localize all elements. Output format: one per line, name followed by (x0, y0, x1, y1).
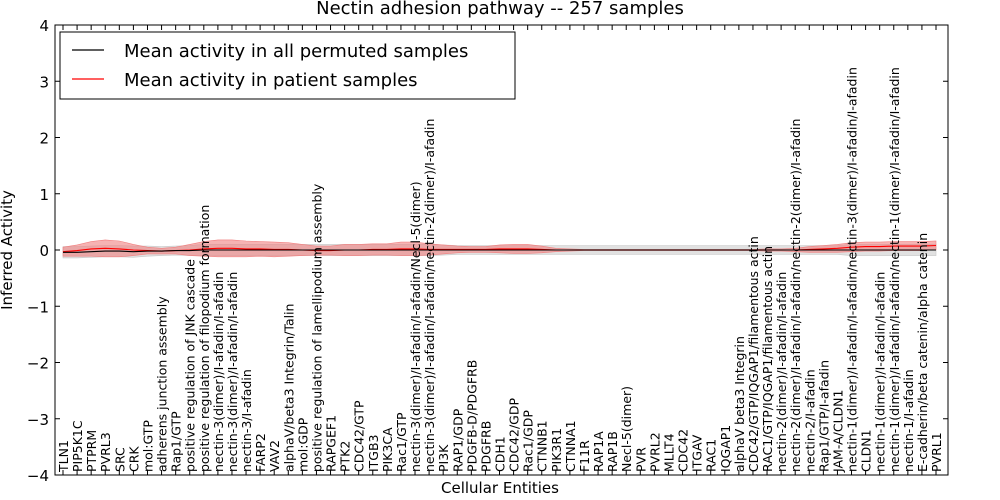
x-tick-label: RAP1B (605, 431, 620, 472)
x-tick-label: PVRL3 (98, 432, 113, 472)
x-tick-label: nectin-1/I-afadin (901, 369, 916, 472)
y-tick-label: 2 (39, 130, 49, 148)
x-tick-label: nectin-3(dimer)/I-afadin/I-afadin/nectin… (422, 119, 437, 472)
x-tick-label: PVR (633, 447, 648, 472)
x-tick-label: FARP2 (253, 433, 268, 472)
x-tick-label: PDGFRB (478, 421, 493, 472)
y-tick-label: −4 (27, 467, 49, 485)
x-tick-label: PTK2 (338, 441, 353, 472)
x-tick-label: CDH1 (493, 436, 508, 472)
x-tick-label: nectin-2(dimer)/I-afadin/I-afadin/nectin… (788, 119, 803, 472)
x-tick-label: CDC42/GDP (507, 398, 522, 473)
x-tick-label: nectin-3(dimer)/I-afadin/I-afadin/Necl-5… (408, 181, 423, 472)
x-tick-label: positive regulation of filopodium format… (197, 205, 212, 472)
x-tick-label: MLLT4 (662, 433, 677, 472)
y-tick-label: −2 (27, 355, 49, 373)
x-tick-label: CTNNB1 (535, 420, 550, 472)
x-tick-label: PIK3CA (380, 427, 395, 472)
y-tick-label: −1 (27, 298, 49, 316)
x-tick-label: ITGAV (690, 434, 705, 472)
x-tick-label: ITGB3 (366, 434, 381, 472)
x-tick-label: CDC42/GTP (352, 400, 367, 472)
x-tick-label: VAV2 (267, 440, 282, 472)
x-tick-label: nectin-3/I-afadin (239, 369, 254, 472)
x-tick-label: Necl-5(dimer) (619, 386, 634, 472)
x-tick-label: nectin-2(dimer)/I-afadin/I-afadin (774, 272, 789, 472)
series-line-permuted (63, 249, 936, 253)
x-tick-label: Rap1/GTP (169, 411, 184, 472)
x-tick-label: Rac1/GDP (521, 410, 536, 472)
x-tick-label: PIP5K1C (70, 420, 85, 472)
legend: Mean activity in all permuted samples Me… (59, 31, 516, 100)
x-tick-label: alphaV beta3 Integrin (732, 336, 747, 472)
x-tick-label: nectin-1(dimer)/I-afadin/I-afadin/nectin… (887, 67, 902, 472)
x-tick-label: mol:GTP (141, 420, 156, 472)
x-tick-label: TLN1 (56, 440, 71, 473)
x-tick-label: CRK (126, 446, 141, 472)
x-ticks (62, 25, 937, 475)
x-tick-label: positive regulation of JNK cascade (183, 259, 198, 472)
x-tick-label: RAC1 (704, 439, 719, 472)
x-tick-label: RAPGEF1 (324, 415, 339, 472)
x-tick-label: CTNNA1 (563, 420, 578, 472)
x-tick-label: nectin-1(dimer)/I-afadin/I-afadin/nectin… (845, 67, 860, 472)
x-tick-label: PTPRM (84, 430, 99, 472)
y-axis-label: Inferred Activity (0, 190, 16, 310)
x-tick-label: CLDN1 (859, 429, 874, 472)
x-tick-label: mol:GDP (295, 417, 310, 472)
y-tick-label: −3 (27, 411, 49, 429)
x-axis-label: Cellular Entities (441, 479, 559, 497)
x-tick-label: Rap1/GTP/I-afadin (816, 360, 831, 472)
x-tick-label: JAM-A/CLDN1 (830, 390, 845, 473)
x-tick-label: PVRL1 (929, 432, 944, 472)
x-tick-label: IQGAP1 (718, 425, 733, 472)
x-tick-label: PVRL2 (647, 432, 662, 472)
x-tick-label: nectin-1(dimer)/I-afadin/I-afadin (873, 272, 888, 472)
series-lines (62, 244, 937, 253)
x-tick-label: nectin-2/I-afadin (802, 369, 817, 472)
x-tick-label: SRC (112, 447, 127, 472)
legend-label-patient: Mean activity in patient samples (124, 70, 418, 91)
x-tick-label: RAP1/GDP (450, 408, 465, 472)
x-tick-label: PI3K (436, 444, 451, 472)
y-tick-label: 0 (39, 242, 49, 260)
x-tick-label: PIK3R1 (549, 428, 564, 472)
x-tick-label: Rac1/GTP (394, 412, 409, 472)
x-tick-label: nectin-3(dimer)/I-afadin/I-afadin (211, 272, 226, 472)
x-tick-label: RAC1/GTP/IQGAP1/filamentous actin (760, 246, 775, 472)
y-tick-label: 3 (39, 73, 49, 91)
plot-area: TLN1 PIP5K1C PTPRM PVRL3 SRC CRK mol:GTP adhere… (27, 17, 949, 485)
chart-title: Nectin adhesion pathway -- 257 samples (316, 0, 684, 19)
x-tick-label: alphaV/beta3 Integrin/Talin (281, 304, 296, 473)
legend-box (59, 31, 516, 100)
x-tick-label: F11R (577, 440, 592, 472)
x-tick-label: positive regulation of lamellipodium ass… (310, 183, 325, 472)
y-tick-label: 1 (39, 186, 49, 204)
x-tick-labels: TLN1 PIP5K1C PTPRM PVRL3 SRC CRK mol:GTP adhere… (56, 67, 944, 473)
x-tick-label: PDGFB-D/PDGFRB (464, 360, 479, 472)
x-tick-label: RAP1A (591, 431, 606, 472)
y-ticks: −4 −3 −2 −1 0 1 2 3 4 (27, 17, 948, 485)
x-tick-label: adherens junction assembly (155, 296, 170, 472)
x-tick-label: CDC42 (676, 429, 691, 472)
x-tick-label: nectin-3(dimer)/I-afadin/I-afadin (225, 272, 240, 472)
y-tick-label: 4 (39, 17, 49, 35)
legend-label-permuted: Mean activity in all permuted samples (124, 41, 468, 62)
x-tick-label: CDC42/GTP/IQGAP1/filamentous actin (746, 236, 761, 472)
x-tick-label: E-cadherin/beta catenin/alpha catenin (915, 233, 930, 472)
